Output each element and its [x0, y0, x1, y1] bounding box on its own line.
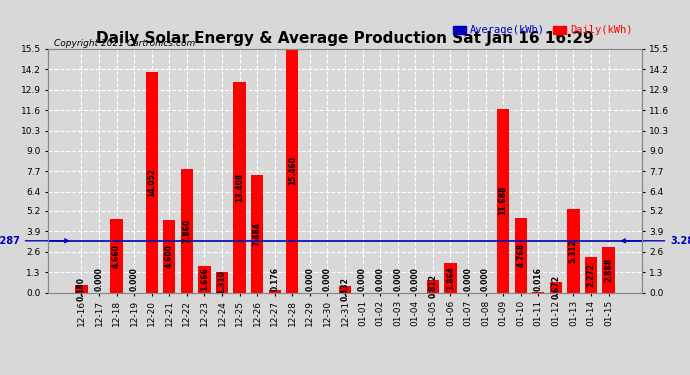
Text: 7.860: 7.860	[182, 219, 191, 243]
Text: 11.688: 11.688	[499, 186, 508, 215]
Bar	[497, 109, 509, 292]
Text: 5.312: 5.312	[569, 239, 578, 262]
Text: 0.000: 0.000	[323, 267, 332, 291]
Text: 2.888: 2.888	[604, 258, 613, 282]
Bar	[163, 220, 175, 292]
Text: 0.000: 0.000	[130, 267, 139, 291]
Bar	[233, 82, 246, 292]
Text: 0.000: 0.000	[411, 267, 420, 291]
Text: 0.000: 0.000	[306, 267, 315, 291]
Bar	[444, 263, 457, 292]
Text: 0.000: 0.000	[393, 267, 402, 291]
Bar	[515, 217, 527, 292]
Text: 1.310: 1.310	[217, 270, 226, 294]
Text: 0.176: 0.176	[270, 267, 279, 291]
Bar	[426, 280, 439, 292]
Text: 0.016: 0.016	[534, 267, 543, 291]
Text: 0.672: 0.672	[551, 275, 560, 299]
Text: 0.000: 0.000	[464, 267, 473, 291]
Text: 14.052: 14.052	[147, 168, 156, 196]
Bar	[216, 272, 228, 292]
Text: 4.600: 4.600	[165, 244, 174, 268]
Text: 3.287: 3.287	[622, 236, 690, 246]
Text: 0.480: 0.480	[77, 277, 86, 301]
Bar	[602, 247, 615, 292]
Text: 13.408: 13.408	[235, 172, 244, 202]
Text: 3.287: 3.287	[0, 236, 68, 246]
Legend: Average(kWh), Daily(kWh): Average(kWh), Daily(kWh)	[449, 21, 636, 39]
Bar	[286, 50, 299, 292]
Text: 2.272: 2.272	[586, 262, 595, 286]
Text: 0.812: 0.812	[428, 274, 437, 298]
Bar	[339, 286, 351, 292]
Text: 4.660: 4.660	[112, 244, 121, 268]
Text: 7.484: 7.484	[253, 222, 262, 246]
Bar	[550, 282, 562, 292]
Bar	[585, 257, 597, 292]
Bar	[268, 290, 281, 292]
Text: 0.000: 0.000	[375, 267, 384, 291]
Bar	[181, 169, 193, 292]
Bar	[198, 266, 210, 292]
Text: 15.460: 15.460	[288, 156, 297, 186]
Bar	[567, 209, 580, 292]
Text: 0.432: 0.432	[340, 277, 350, 301]
Text: 1.666: 1.666	[200, 267, 209, 291]
Text: 0.000: 0.000	[481, 267, 490, 291]
Text: 1.864: 1.864	[446, 266, 455, 290]
Text: 0.000: 0.000	[358, 267, 367, 291]
Title: Daily Solar Energy & Average Production Sat Jan 16 16:29: Daily Solar Energy & Average Production …	[96, 31, 594, 46]
Bar	[110, 219, 123, 292]
Bar	[146, 72, 158, 292]
Bar	[251, 175, 264, 292]
Bar	[75, 285, 88, 292]
Text: 0.000: 0.000	[95, 267, 103, 291]
Text: Copyright 2021 Cartronics.com: Copyright 2021 Cartronics.com	[55, 39, 195, 48]
Text: 4.768: 4.768	[516, 243, 525, 267]
